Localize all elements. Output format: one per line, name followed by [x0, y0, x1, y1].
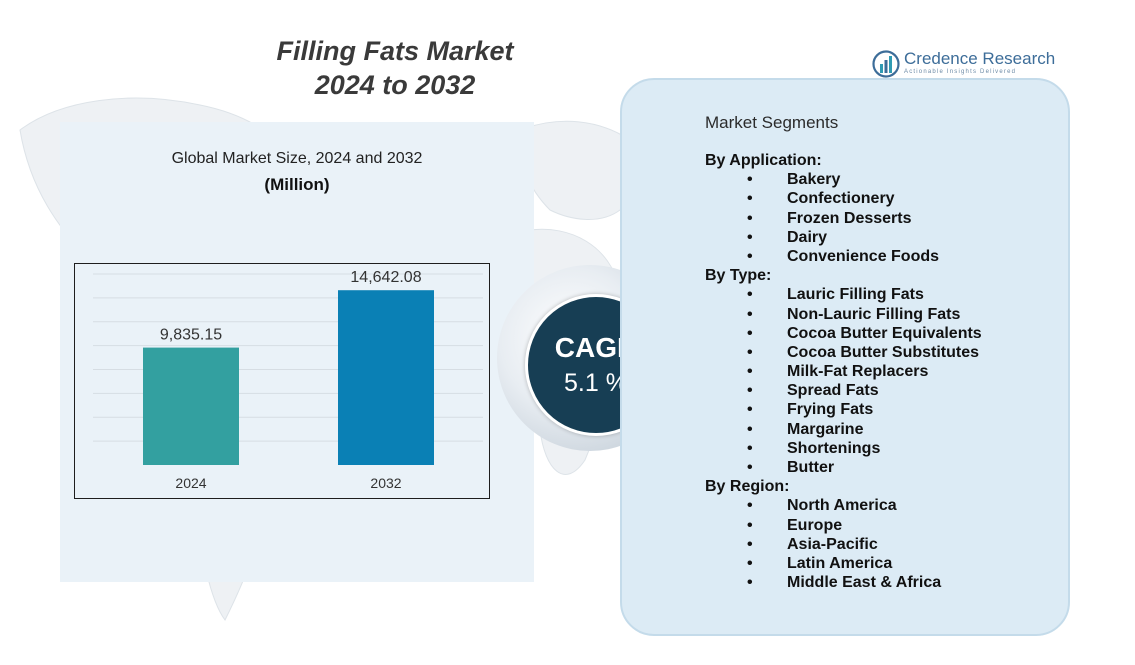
segment-item-label: Confectionery [787, 190, 895, 208]
bar-chart-logo-icon [872, 50, 900, 78]
segment-item: • North America [747, 497, 897, 515]
company-logo: Credence Research Actionable Insights De… [872, 48, 1062, 80]
segment-item-label: North America [787, 497, 897, 515]
x-tick-label: 2024 [175, 475, 206, 491]
bar-chart-frame: 9,835.15 2024 14,642.08 2032 [74, 263, 490, 499]
bar-value-label: 14,642.08 [350, 269, 421, 286]
segment-item: • Lauric Filling Fats [747, 286, 924, 304]
segment-item: • Bakery [747, 171, 841, 189]
segment-item-label: Lauric Filling Fats [787, 286, 924, 304]
segment-item-label: Middle East & Africa [787, 574, 942, 592]
segments-title: Market Segments [705, 113, 839, 132]
segment-item: • Cocoa Butter Substitutes [747, 343, 980, 361]
segment-item: • Margarine [747, 420, 864, 438]
segment-item-label: Convenience Foods [787, 247, 940, 265]
bar-2032 [338, 290, 434, 465]
segment-item-label: Asia-Pacific [787, 535, 878, 553]
segment-item: • Shortenings [747, 439, 881, 457]
segment-item-label: Europe [787, 516, 843, 534]
bar-2024 [143, 347, 239, 465]
chart-unit: (Million) [264, 175, 330, 194]
segment-item-label: Milk-Fat Replacers [787, 363, 929, 381]
bar-chart: 9,835.15 2024 14,642.08 2032 [93, 269, 483, 491]
segment-item-label: Cocoa Butter Equivalents [787, 324, 982, 342]
segment-item-label: Bakery [787, 171, 841, 189]
segment-item-label: Latin America [787, 554, 893, 572]
segment-item: • Asia-Pacific [747, 535, 878, 553]
segment-item: • Non-Lauric Filling Fats [747, 305, 961, 323]
page-title: Filling Fats Market 2024 to 2032 [230, 34, 560, 102]
bar-value-label: 9,835.15 [160, 327, 222, 344]
segment-item-label: Shortenings [787, 439, 881, 457]
segment-heading: By Type: [705, 267, 772, 285]
segment-item: • Confectionery [747, 190, 895, 208]
segment-item: • Dairy [747, 228, 828, 246]
cagr-value: 5.1 % [564, 369, 628, 397]
segment-item: • Cocoa Butter Equivalents [747, 324, 982, 342]
segment-item-label: Dairy [787, 228, 828, 246]
segment-item: • Middle East & Africa [747, 574, 942, 592]
segment-item-label: Cocoa Butter Substitutes [787, 343, 980, 361]
segment-item-label: Spread Fats [787, 382, 879, 400]
chart-panel [60, 122, 534, 582]
x-tick-label: 2032 [370, 475, 401, 491]
segment-item-label: Frying Fats [787, 401, 874, 419]
segments-panel [620, 78, 1070, 636]
segment-heading: By Region: [705, 478, 790, 496]
title-line-2: 2024 to 2032 [314, 70, 476, 100]
logo-name: Credence Research [904, 49, 1056, 68]
chart-title: Global Market Size, 2024 and 2032 [171, 150, 423, 167]
segment-heading: By Application: [705, 152, 822, 169]
segment-item: • Spread Fats [747, 382, 879, 400]
segment-item: • Latin America [747, 554, 893, 572]
segments-list: By Application: • Bakery • Confectionery •… [705, 151, 1065, 592]
segment-item: • Frying Fats [747, 401, 874, 419]
segment-item: • Milk-Fat Replacers [747, 363, 929, 381]
segment-item: • Butter [747, 459, 835, 476]
segment-item: • Convenience Foods [747, 247, 940, 265]
logo-tagline: Actionable Insights Delivered [904, 69, 1017, 75]
segment-item-label: Butter [787, 459, 835, 476]
segment-item-label: Margarine [787, 420, 864, 438]
segment-item-label: Frozen Desserts [787, 209, 912, 227]
title-line-1: Filling Fats Market [276, 36, 514, 66]
segment-item: • Europe [747, 516, 843, 534]
segment-item: • Frozen Desserts [747, 209, 912, 227]
segment-item-label: Non-Lauric Filling Fats [787, 305, 961, 323]
